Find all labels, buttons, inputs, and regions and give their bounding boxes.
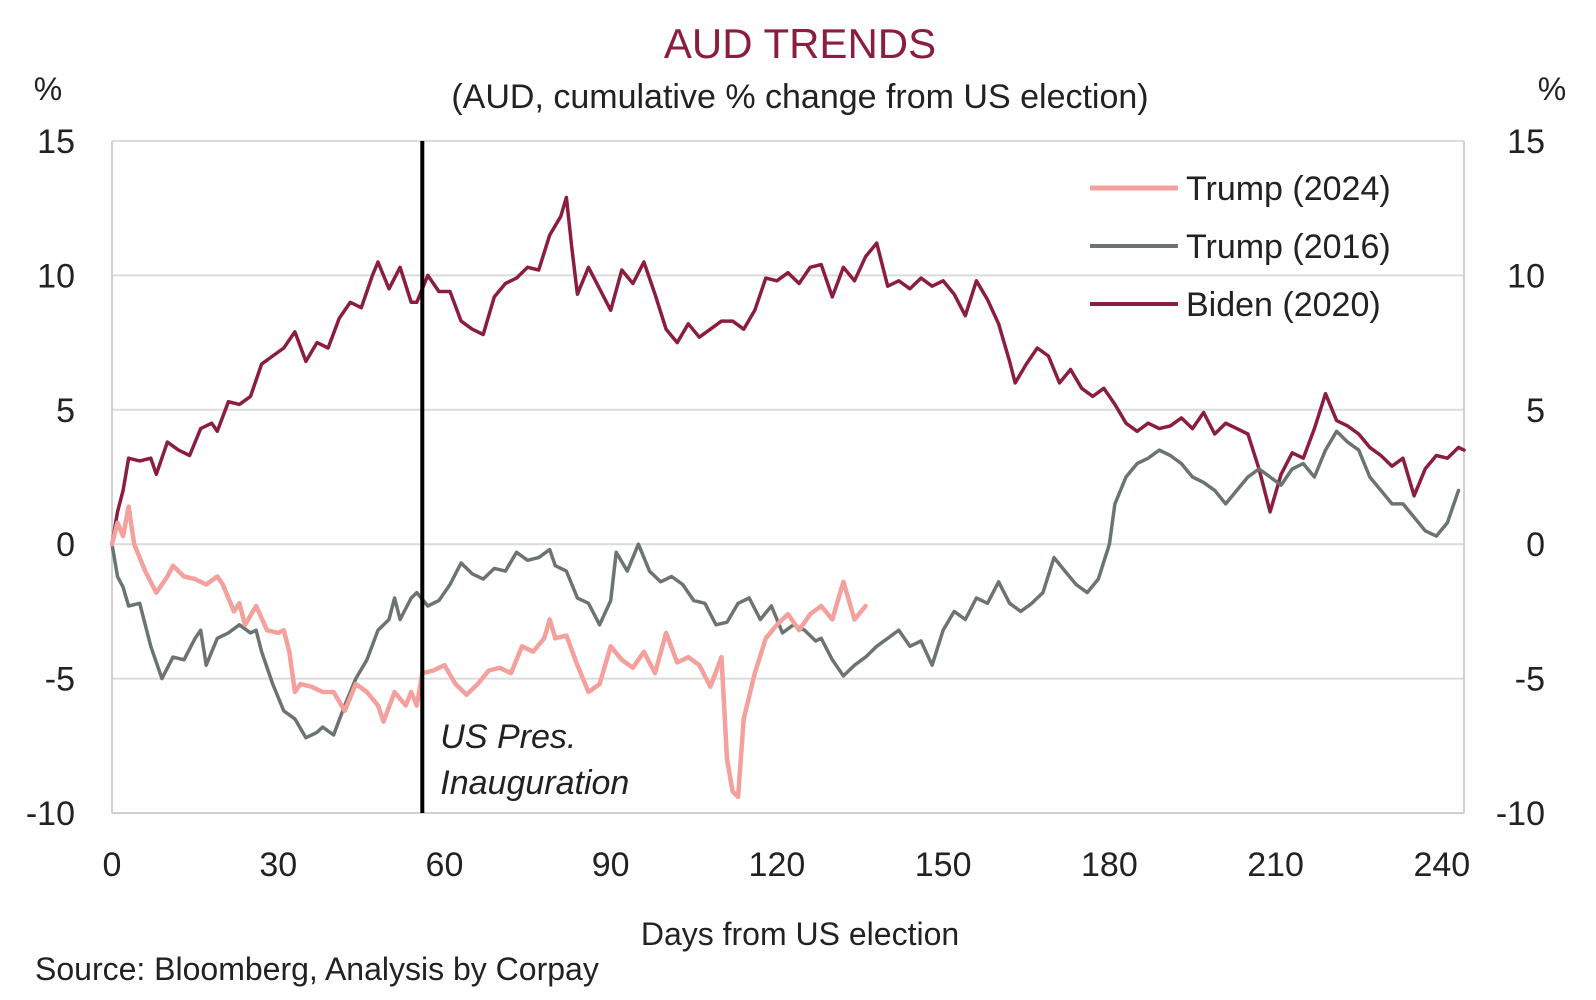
x-axis-label: Days from US election — [641, 916, 959, 952]
x-tick-5: 150 — [915, 846, 972, 884]
right-y-tick-labels: 15 10 5 0 -5 -10 — [1496, 123, 1545, 833]
legend-label-2: Biden (2020) — [1186, 286, 1381, 324]
series-lines — [109, 195, 1466, 800]
y-tick-left-1: 10 — [37, 257, 75, 295]
source-note: Source: Bloomberg, Analysis by Corpay — [35, 951, 599, 987]
series-line-1 — [110, 429, 1461, 740]
series-line-2 — [110, 195, 1466, 546]
legend: Trump (2024) Trump (2016) Biden (2020) — [1090, 170, 1391, 324]
x-tick-6: 180 — [1081, 846, 1138, 884]
y-tick-right-1: 10 — [1507, 257, 1545, 295]
annotation-line-1: Inauguration — [440, 764, 629, 802]
y-tick-right-4: -5 — [1515, 661, 1545, 699]
y-tick-right-3: 0 — [1526, 526, 1545, 564]
series-line-0 — [109, 504, 868, 800]
y-tick-left-2: 5 — [56, 392, 75, 430]
plot-frame — [111, 141, 1465, 814]
x-tick-8: 240 — [1413, 846, 1470, 884]
x-tick-2: 60 — [426, 846, 464, 884]
legend-label-0: Trump (2024) — [1186, 170, 1391, 208]
y-tick-left-3: 0 — [56, 526, 75, 564]
chart-subtitle: (AUD, cumulative % change from US electi… — [451, 78, 1148, 116]
legend-label-1: Trump (2016) — [1186, 228, 1391, 266]
y-tick-right-0: 15 — [1507, 123, 1545, 161]
chart-title: AUD TRENDS — [664, 20, 936, 67]
left-y-tick-labels: 15 10 5 0 -5 -10 — [26, 123, 75, 833]
y-tick-right-2: 5 — [1526, 392, 1545, 430]
annotation-line-0: US Pres. — [440, 718, 576, 756]
x-tick-3: 90 — [592, 846, 630, 884]
left-axis-unit: % — [34, 71, 62, 107]
x-tick-4: 120 — [749, 846, 806, 884]
y-tick-left-5: -10 — [26, 795, 75, 833]
x-tick-0: 0 — [103, 846, 122, 884]
x-tick-7: 210 — [1247, 846, 1304, 884]
y-tick-left-4: -5 — [45, 661, 75, 699]
right-axis-unit: % — [1538, 71, 1566, 107]
x-tick-1: 30 — [259, 846, 297, 884]
y-tick-right-5: -10 — [1496, 795, 1545, 833]
inauguration-annotation: US Pres. Inauguration — [420, 141, 629, 813]
y-tick-left-0: 15 — [37, 123, 75, 161]
x-tick-labels: 0 30 60 90 120 150 180 210 240 — [103, 846, 1471, 884]
